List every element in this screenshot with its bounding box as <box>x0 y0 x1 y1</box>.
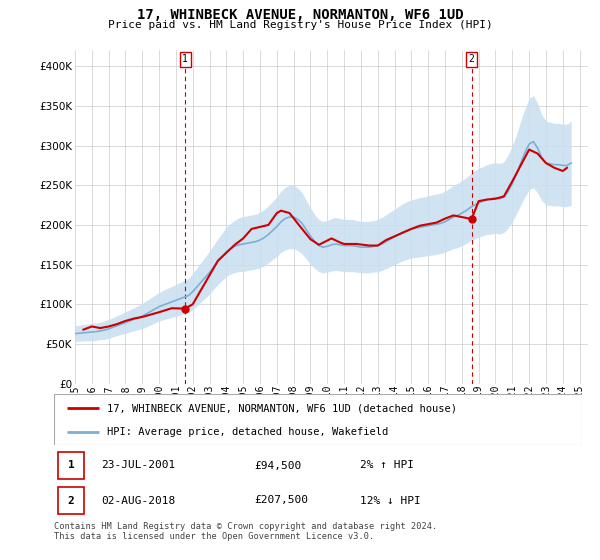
Text: 12% ↓ HPI: 12% ↓ HPI <box>360 496 421 506</box>
Bar <box>58 487 83 514</box>
Text: 2% ↑ HPI: 2% ↑ HPI <box>360 460 414 470</box>
Text: 2: 2 <box>68 496 74 506</box>
Text: 2: 2 <box>469 54 475 64</box>
Text: 02-AUG-2018: 02-AUG-2018 <box>101 496 176 506</box>
Text: 17, WHINBECK AVENUE, NORMANTON, WF6 1UD: 17, WHINBECK AVENUE, NORMANTON, WF6 1UD <box>137 8 463 22</box>
Bar <box>58 452 83 479</box>
Text: Price paid vs. HM Land Registry's House Price Index (HPI): Price paid vs. HM Land Registry's House … <box>107 20 493 30</box>
Text: 1: 1 <box>68 460 74 470</box>
Text: Contains HM Land Registry data © Crown copyright and database right 2024.
This d: Contains HM Land Registry data © Crown c… <box>54 522 437 542</box>
Text: £207,500: £207,500 <box>254 496 308 506</box>
Text: 1: 1 <box>182 54 188 64</box>
Text: 17, WHINBECK AVENUE, NORMANTON, WF6 1UD (detached house): 17, WHINBECK AVENUE, NORMANTON, WF6 1UD … <box>107 403 457 413</box>
Text: HPI: Average price, detached house, Wakefield: HPI: Average price, detached house, Wake… <box>107 427 388 437</box>
Text: £94,500: £94,500 <box>254 460 302 470</box>
Text: 23-JUL-2001: 23-JUL-2001 <box>101 460 176 470</box>
